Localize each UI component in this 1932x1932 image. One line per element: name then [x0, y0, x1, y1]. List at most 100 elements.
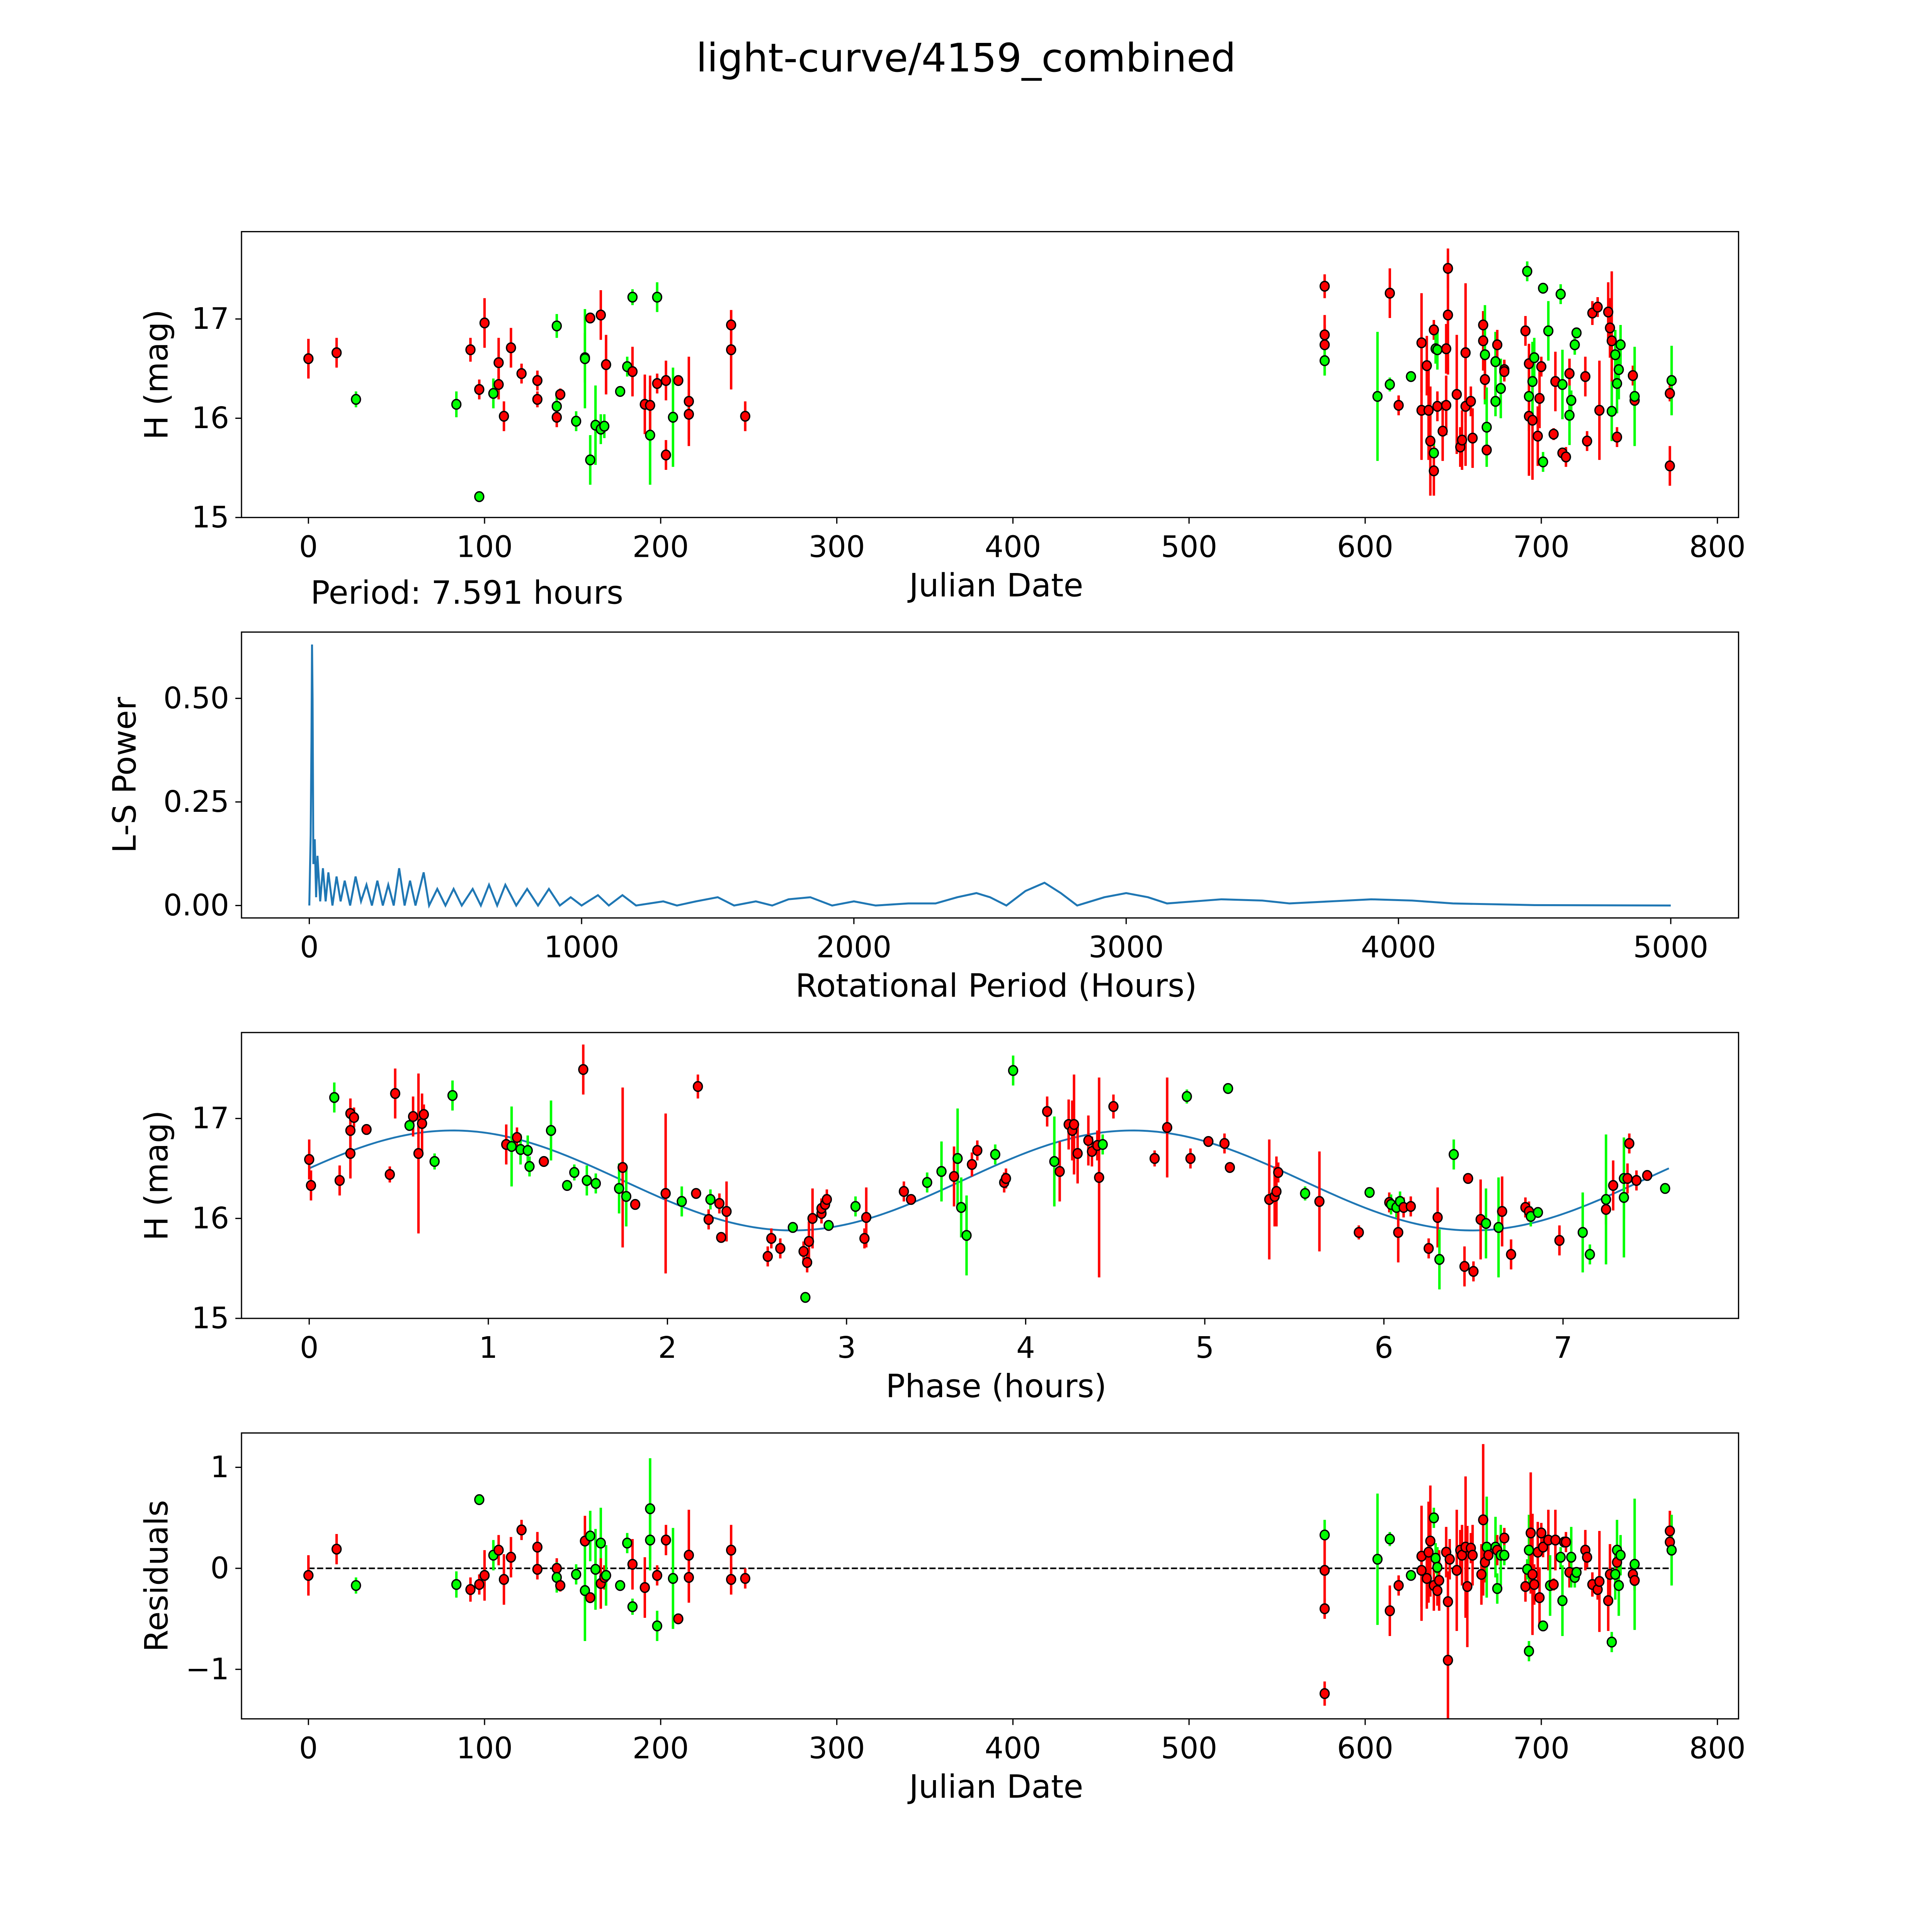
data-point-green: [1495, 383, 1506, 394]
data-point-red: [1443, 310, 1453, 321]
data-point-red: [1467, 1549, 1478, 1561]
data-point-green: [787, 1222, 798, 1233]
data-point-red: [1665, 388, 1675, 399]
x-tick-label: 600: [1337, 530, 1393, 564]
data-point-green: [585, 1530, 595, 1542]
data-point-red: [1478, 1514, 1488, 1526]
data-point-green: [582, 1175, 592, 1186]
data-point-red: [627, 366, 638, 377]
data-point-green: [645, 429, 655, 441]
data-point-green: [652, 291, 662, 303]
data-point-green: [1538, 456, 1548, 468]
panel-residuals: 0 100 200 300 400 500 600 700 800 −1 0 1 Julian Date…: [138, 1432, 1746, 1805]
x-tick-label: 700: [1513, 530, 1570, 564]
data-point-green: [1557, 379, 1568, 390]
data-point-green: [595, 1537, 606, 1549]
data-point-red: [630, 1199, 641, 1210]
data-point-green: [1384, 379, 1395, 390]
data-point-red: [303, 1570, 314, 1581]
data-point-red: [821, 1194, 832, 1205]
data-point-green: [580, 353, 590, 364]
data-point-green: [1182, 1091, 1192, 1102]
data-point-green: [488, 388, 499, 399]
data-point-red: [673, 1613, 684, 1624]
data-point-red: [1527, 415, 1538, 426]
data-point-red: [1432, 1585, 1443, 1596]
data-point-green: [1585, 1249, 1595, 1260]
data-point-red: [465, 344, 476, 355]
data-point-green: [1097, 1139, 1108, 1150]
data-point-red: [1580, 371, 1591, 382]
x-tick-label: 0: [299, 530, 318, 564]
data-point-red: [1478, 319, 1488, 331]
data-point-green: [1490, 356, 1501, 367]
data-point-red: [493, 357, 504, 368]
data-point-red: [384, 1169, 395, 1180]
data-point-green: [1492, 1583, 1503, 1594]
data-point-red: [1561, 1536, 1571, 1548]
data-point-green: [1481, 1218, 1491, 1229]
plot-area: [303, 248, 1677, 502]
data-point-red: [1422, 360, 1432, 371]
data-point-green: [1319, 355, 1330, 366]
data-point-red: [1384, 1605, 1395, 1616]
data-point-green: [652, 1620, 662, 1632]
data-point-green: [1406, 1570, 1416, 1581]
data-point-red: [1437, 425, 1448, 437]
data-point-red: [898, 1186, 909, 1197]
data-point-green: [1493, 1222, 1504, 1233]
x-axis-label: Julian Date: [907, 566, 1083, 604]
axes-frame: [241, 231, 1739, 518]
data-point-green: [1490, 396, 1501, 407]
data-point-red: [493, 1544, 504, 1556]
data-point-green: [1223, 1083, 1233, 1094]
data-point-green: [580, 1585, 590, 1596]
figure-title: light-curve/4159_combined: [696, 35, 1236, 81]
data-point-green: [1319, 1529, 1330, 1541]
data-point-red: [465, 1584, 476, 1595]
data-point-red: [1642, 1170, 1653, 1181]
data-point-red: [1665, 1525, 1675, 1537]
data-point-red: [1582, 1551, 1592, 1563]
data-point-red: [361, 1124, 372, 1135]
data-point-green: [1566, 1551, 1577, 1563]
data-point-red: [1423, 1546, 1434, 1558]
data-point-green: [952, 1153, 963, 1164]
data-point-red: [1520, 325, 1531, 337]
y-tick-label: 16: [192, 401, 229, 435]
x-tick-label: 600: [1337, 1731, 1393, 1765]
data-point-red: [516, 368, 527, 379]
data-point-red: [1416, 337, 1427, 349]
data-point-green: [1538, 282, 1548, 294]
x-tick-label: 200: [633, 530, 689, 564]
x-tick-label: 2000: [816, 930, 891, 965]
data-point-red: [627, 1559, 638, 1570]
data-point-red: [804, 1236, 814, 1247]
y-tick-label: 17: [192, 1101, 229, 1136]
data-point-red: [506, 342, 516, 354]
data-point-red: [551, 1563, 562, 1574]
data-point-red: [331, 347, 342, 359]
data-point-red: [617, 1162, 628, 1173]
data-point-red: [1429, 465, 1439, 476]
data-point-red: [1594, 405, 1605, 416]
data-point-red: [585, 1592, 595, 1603]
y-tick-label: 0.25: [163, 785, 229, 819]
data-point-red: [585, 312, 595, 324]
data-point-red: [1481, 444, 1492, 456]
y-tick-label: −1: [185, 1652, 229, 1687]
data-point-red: [1203, 1136, 1214, 1147]
data-point-green: [956, 1202, 966, 1213]
data-point-green: [615, 1580, 626, 1591]
data-point-green: [1610, 1569, 1621, 1580]
data-point-red: [1534, 393, 1545, 404]
data-point-red: [1603, 306, 1614, 318]
data-point-red: [413, 1148, 424, 1159]
data-point-green: [599, 420, 610, 432]
x-tick-label: 700: [1513, 1731, 1570, 1765]
data-point-red: [418, 1109, 429, 1120]
data-point-green: [645, 1503, 655, 1514]
data-point-red: [390, 1088, 400, 1099]
data-point-red: [417, 1118, 427, 1129]
